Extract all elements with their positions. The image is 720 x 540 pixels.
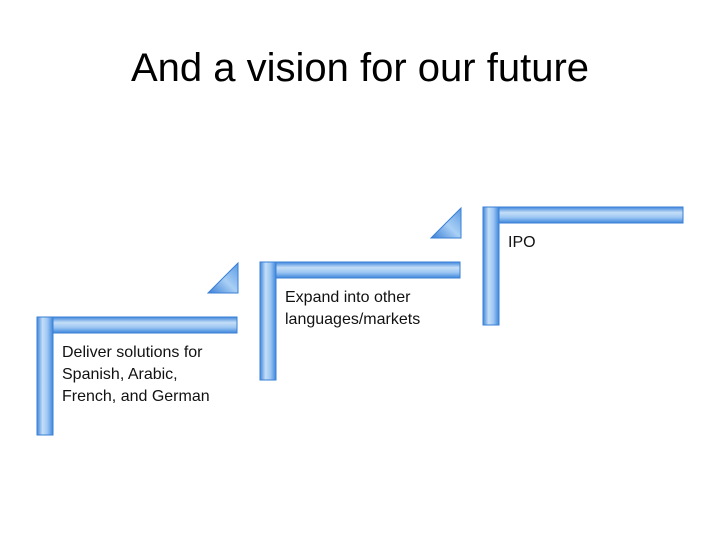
- step-2-arrow: [429, 206, 462, 239]
- step-3-label: IPO: [508, 234, 536, 251]
- step-2-label: Expand into other languages/markets: [285, 289, 421, 328]
- step-2-bracket: [259, 261, 461, 381]
- step-1-label: Deliver solutions for Spanish, Arabic, F…: [62, 344, 210, 405]
- step-1-bracket: [36, 316, 238, 436]
- slide-title: And a vision for our future: [130, 46, 590, 90]
- step-1-arrow: [206, 261, 239, 294]
- step-3-bracket: [482, 206, 684, 326]
